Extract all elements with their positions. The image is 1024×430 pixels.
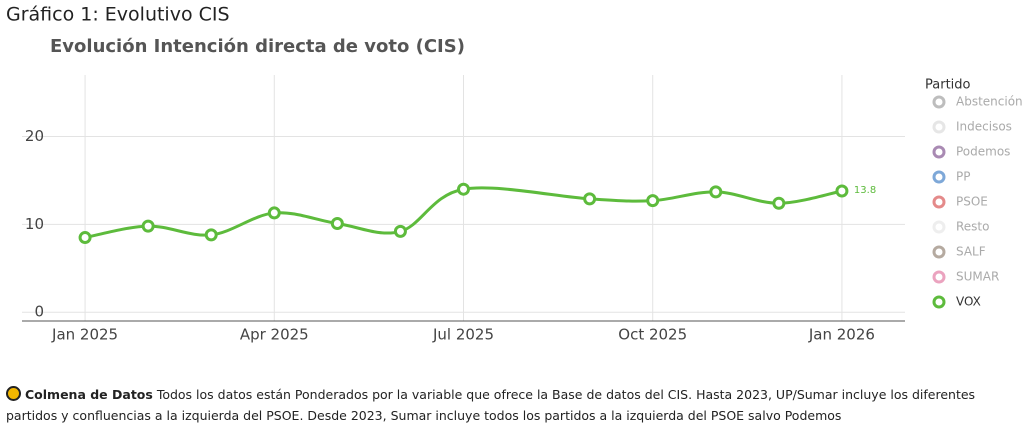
legend-marker	[932, 95, 946, 109]
legend-label[interactable]: Indecisos	[956, 120, 1012, 134]
chart: Gráfico 1: Evolutivo CIS Evolución Inten…	[6, 4, 1023, 344]
x-tick-label: Jan 2026	[808, 326, 875, 344]
legend-marker	[932, 195, 946, 209]
point	[646, 194, 660, 208]
source: Colmena de Datos	[25, 387, 153, 402]
legend-marker	[932, 170, 946, 184]
legend-label[interactable]: SALF	[956, 245, 986, 259]
point	[835, 184, 849, 198]
legend-title: Partido	[925, 78, 971, 93]
legend-label[interactable]: PP	[956, 170, 970, 184]
point	[583, 192, 597, 206]
point	[330, 216, 344, 230]
footer-note: Todos los datos están Ponderados por la …	[6, 387, 976, 423]
point	[267, 206, 281, 220]
legend-label[interactable]: Abstención	[956, 95, 1023, 109]
point	[393, 224, 407, 238]
y-tick-label: 0	[34, 303, 44, 321]
legend-marker	[932, 270, 946, 284]
legend-label[interactable]: SUMAR	[956, 270, 999, 284]
source-icon	[6, 386, 21, 401]
y-tick-label: 20	[25, 127, 44, 145]
chart-title: Evolución Intención directa de voto (CIS…	[50, 36, 465, 57]
y-tick-label: 10	[25, 215, 44, 233]
x-tick-label: Oct 2025	[618, 326, 687, 344]
footer: Colmena de Datos Todos los datos están P…	[6, 384, 1021, 426]
data-label: 13.8	[854, 185, 876, 196]
legend-marker	[932, 220, 946, 234]
legend-marker	[932, 120, 946, 134]
point	[772, 196, 786, 210]
x-tick-label: Apr 2025	[240, 326, 309, 344]
x-tick-label: Jul 2025	[432, 326, 494, 344]
page-heading: Gráfico 1: Evolutivo CIS	[6, 4, 230, 26]
point	[141, 219, 155, 233]
legend-marker	[932, 295, 946, 309]
legend-marker	[932, 245, 946, 259]
point	[457, 182, 470, 196]
point	[78, 231, 92, 245]
legend-label[interactable]: PSOE	[956, 195, 988, 209]
point	[204, 228, 218, 242]
legend-marker	[932, 145, 946, 159]
legend-label[interactable]: VOX	[956, 295, 981, 309]
legend-label[interactable]: Resto	[956, 220, 989, 234]
point	[709, 185, 723, 199]
legend-label[interactable]: Podemos	[956, 145, 1010, 159]
x-tick-label: Jan 2025	[51, 326, 118, 344]
